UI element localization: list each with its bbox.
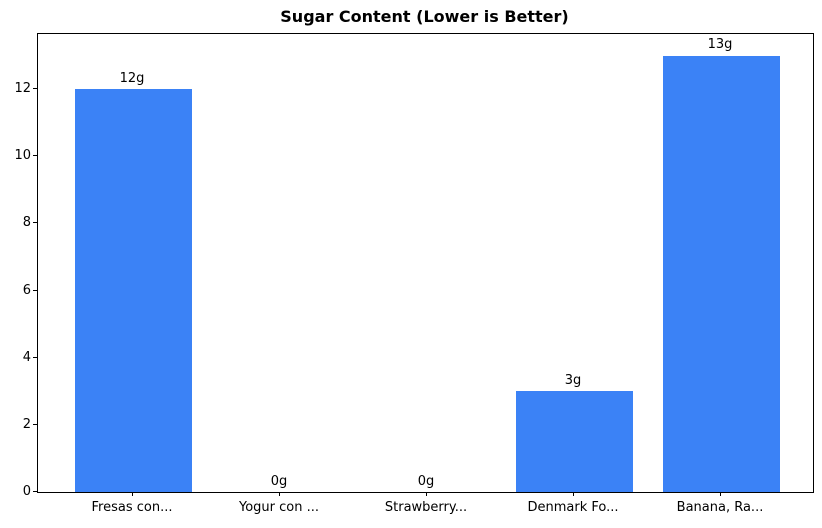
x-tick-label: Fresas con... xyxy=(91,500,173,515)
bar-value-label: 0g xyxy=(417,474,435,489)
chart-title: Sugar Content (Lower is Better) xyxy=(280,7,569,26)
y-tick-mark xyxy=(33,88,37,90)
y-tick-mark xyxy=(33,423,37,425)
bar xyxy=(662,55,780,492)
plot-area xyxy=(37,33,814,493)
y-tick-label: 12 xyxy=(14,81,31,97)
x-tick-label: Strawberry... xyxy=(384,500,468,515)
x-tick-label: Banana, Ra... xyxy=(676,500,764,515)
x-tick-mark xyxy=(132,492,133,496)
bar xyxy=(515,391,633,492)
x-tick-mark xyxy=(426,492,427,496)
x-tick-mark xyxy=(279,492,280,496)
x-tick-mark xyxy=(720,492,721,496)
y-tick-label: 4 xyxy=(22,349,31,365)
y-tick-mark xyxy=(33,222,37,224)
bar-value-label: 0g xyxy=(270,474,288,489)
y-tick-mark xyxy=(33,155,37,157)
y-tick-label: 8 xyxy=(22,215,31,231)
y-tick-label: 6 xyxy=(22,282,31,298)
y-tick-label: 0 xyxy=(22,484,31,499)
x-tick-label: Yogur con ... xyxy=(238,500,319,515)
y-tick-label: 2 xyxy=(22,416,31,432)
bar-value-label: 13g xyxy=(707,37,733,53)
y-tick-label: 10 xyxy=(14,148,31,164)
bar xyxy=(74,89,192,492)
y-tick-mark xyxy=(33,289,37,291)
bar-value-label: 3g xyxy=(564,373,582,389)
x-tick-mark xyxy=(573,492,574,496)
y-tick-mark xyxy=(33,491,37,492)
bar-value-label: 12g xyxy=(119,71,145,87)
y-tick-mark xyxy=(33,356,37,358)
x-tick-label: Denmark Fo... xyxy=(527,500,619,515)
